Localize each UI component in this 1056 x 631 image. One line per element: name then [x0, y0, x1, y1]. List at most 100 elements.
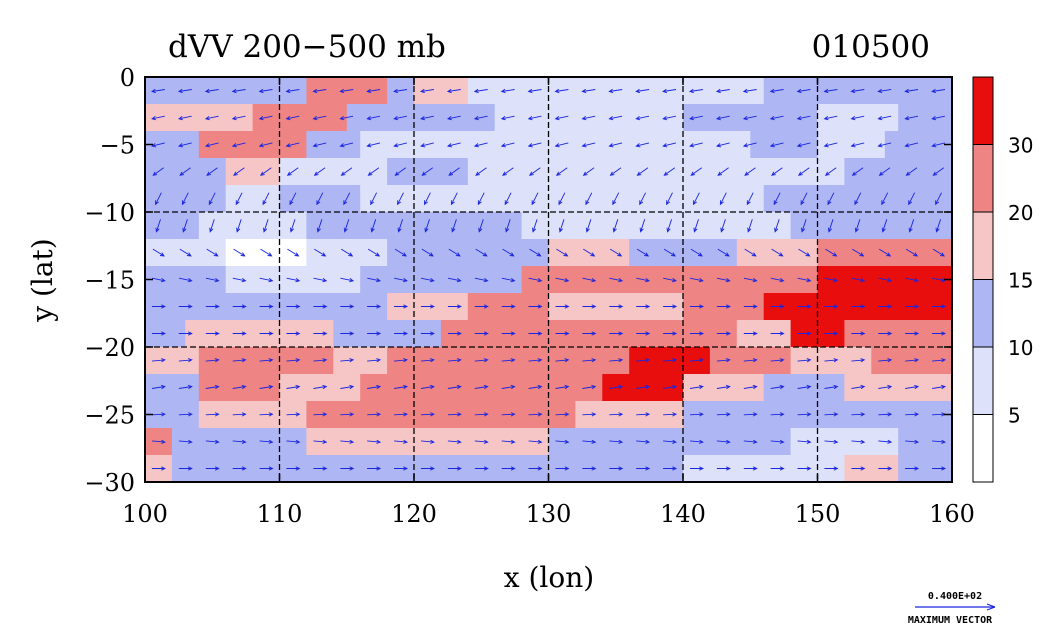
wind-vector — [931, 115, 945, 121]
colorbar-swatch — [972, 76, 994, 145]
wind-vector — [420, 358, 435, 363]
wind-vector — [155, 192, 162, 206]
wind-vector — [231, 88, 246, 94]
wind-vector — [693, 219, 699, 233]
wind-vector — [527, 88, 542, 94]
x-tick-label: 120 — [391, 500, 437, 528]
wind-vector — [527, 142, 542, 148]
wind-vector — [689, 115, 703, 121]
wind-vector — [771, 167, 783, 176]
wind-vector — [475, 167, 487, 176]
wind-vector — [231, 142, 246, 148]
wind-vector — [394, 384, 409, 390]
wind-vector — [824, 384, 839, 390]
wind-vector — [232, 304, 247, 309]
wind-vector — [500, 88, 515, 94]
wind-vector — [770, 304, 785, 309]
wind-vector — [881, 192, 889, 206]
wind-vector — [663, 331, 678, 336]
wind-vector — [585, 219, 592, 233]
wind-vector — [420, 331, 435, 336]
wind-vector — [905, 277, 920, 283]
wind-vector — [178, 277, 193, 283]
wind-vector — [852, 248, 865, 257]
wind-vector — [770, 412, 785, 417]
wind-vector — [447, 358, 462, 363]
wind-vector — [824, 466, 839, 471]
wind-vector — [935, 192, 942, 206]
wind-vector — [421, 167, 433, 176]
wind-vector — [447, 331, 462, 336]
wind-vector — [663, 466, 678, 471]
wind-vector — [609, 358, 624, 363]
wind-vector — [285, 88, 300, 94]
wind-vector — [366, 88, 381, 94]
wind-vector — [824, 331, 839, 336]
wind-vector — [339, 142, 354, 148]
wind-vector — [932, 277, 946, 283]
wind-vector — [639, 219, 646, 233]
wind-vector — [263, 219, 269, 233]
wind-vector — [528, 412, 543, 417]
wind-vector — [394, 304, 409, 309]
field-cell — [750, 131, 819, 159]
wind-vector — [689, 358, 704, 363]
wind-vector — [555, 384, 570, 390]
wind-vector — [501, 277, 516, 283]
wind-vector — [850, 142, 865, 148]
wind-vector — [394, 167, 407, 176]
colorbar-label: 10 — [1008, 336, 1033, 360]
wind-vector — [905, 466, 920, 471]
wind-vector — [420, 412, 435, 417]
wind-vector — [474, 384, 489, 390]
wind-vector — [367, 248, 381, 257]
wind-vector — [851, 167, 864, 176]
wind-vector — [446, 88, 461, 94]
wind-vector — [797, 439, 812, 444]
wind-vector — [502, 167, 514, 176]
wind-vector — [286, 384, 301, 390]
wind-vector — [742, 142, 757, 148]
wind-vector — [151, 304, 166, 309]
wind-vector — [609, 412, 624, 417]
wind-vector — [343, 219, 350, 233]
wind-vector — [259, 304, 274, 309]
wind-vector — [528, 466, 543, 471]
field-cell — [145, 212, 200, 240]
wind-vector — [663, 358, 678, 363]
wind-vector — [585, 192, 593, 206]
wind-vector — [394, 277, 408, 283]
wind-vector — [179, 248, 192, 257]
wind-vector — [931, 142, 946, 148]
wind-vector — [639, 192, 647, 206]
wind-vector — [555, 358, 570, 363]
wind-vector — [636, 466, 651, 471]
wind-vector — [609, 277, 624, 283]
wind-vector — [339, 115, 354, 121]
wind-vector — [663, 439, 678, 444]
field-cell — [346, 104, 415, 132]
field-cell — [884, 131, 953, 159]
wind-vector — [155, 219, 161, 233]
wind-vector — [663, 248, 677, 257]
chart-title: dVV 200−500 mb — [168, 29, 446, 65]
wind-vector — [151, 331, 166, 336]
wind-vector — [259, 358, 274, 363]
wind-vector — [717, 167, 729, 176]
wind-vector — [424, 219, 430, 233]
field-cell — [494, 131, 751, 159]
colorbar-swatch — [972, 346, 994, 415]
wind-vector — [932, 331, 947, 336]
wind-vector — [851, 331, 866, 336]
wind-vector — [823, 88, 838, 94]
max-vector-arrowhead — [986, 603, 996, 611]
wind-vector — [394, 331, 409, 336]
wind-vector — [905, 412, 920, 417]
wind-vector — [474, 466, 489, 471]
wind-vector — [178, 412, 193, 417]
wind-vector — [205, 466, 220, 471]
wind-vector — [716, 304, 731, 309]
wind-vector — [851, 439, 866, 444]
wind-vector — [206, 167, 218, 176]
